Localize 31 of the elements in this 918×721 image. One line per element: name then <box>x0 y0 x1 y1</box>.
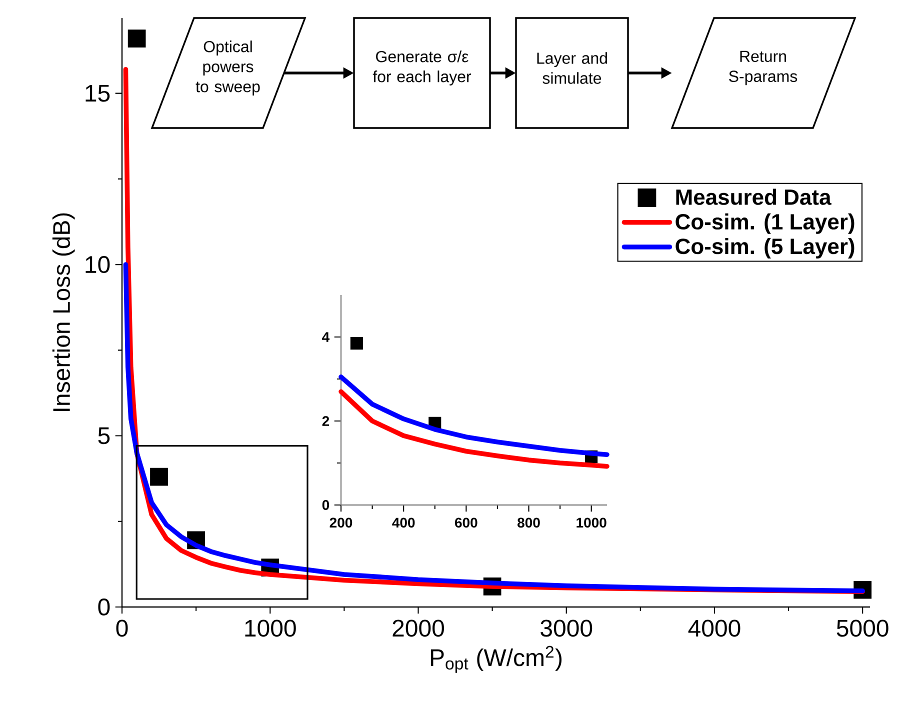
x-tick-label: 4000 <box>688 620 740 637</box>
y-tick-label: 5 <box>98 427 110 444</box>
x-tick-label: 1000 <box>576 518 606 528</box>
x-tick-label: 5000 <box>836 620 888 637</box>
legend-label: Measured Data <box>676 188 832 205</box>
x-tick-label: 3000 <box>540 620 592 637</box>
x-tick-label: 600 <box>454 518 478 528</box>
line-series <box>338 389 610 469</box>
x-tick-label: 0 <box>116 620 128 637</box>
point <box>150 468 168 486</box>
y-tick-label: 0 <box>98 598 110 616</box>
point <box>350 337 363 350</box>
legend-label: Co-sim. (1 Layer) <box>676 213 854 234</box>
annotation: Layer and simulate <box>537 52 607 84</box>
annotation: Return S-params <box>729 50 798 86</box>
x-tick-label: 400 <box>392 518 415 528</box>
legend-label: Co-sim. (5 Layer) <box>676 238 854 258</box>
y-tick-label: 4 <box>322 332 330 342</box>
x-tick-label: 1000 <box>245 620 296 637</box>
x-tick-label: 800 <box>518 518 540 528</box>
y-tick-label: 10 <box>86 256 110 274</box>
annotation: Optical powers to sweep <box>196 40 260 96</box>
x-axis-title: P$_{opt}$ (W/cm$^{2}$) <box>430 646 562 673</box>
x-tick-label: 2000 <box>392 620 444 637</box>
y-tick-label: 2 <box>322 416 330 426</box>
y-axis-title: Insertion Loss (dB) <box>52 213 75 411</box>
y-tick-label: 0 <box>322 500 330 510</box>
x-tick-label: 200 <box>330 518 352 528</box>
annotation: Generate σ/ε for each layer <box>372 50 472 86</box>
y-tick-label: 15 <box>86 84 110 102</box>
point <box>128 30 146 48</box>
